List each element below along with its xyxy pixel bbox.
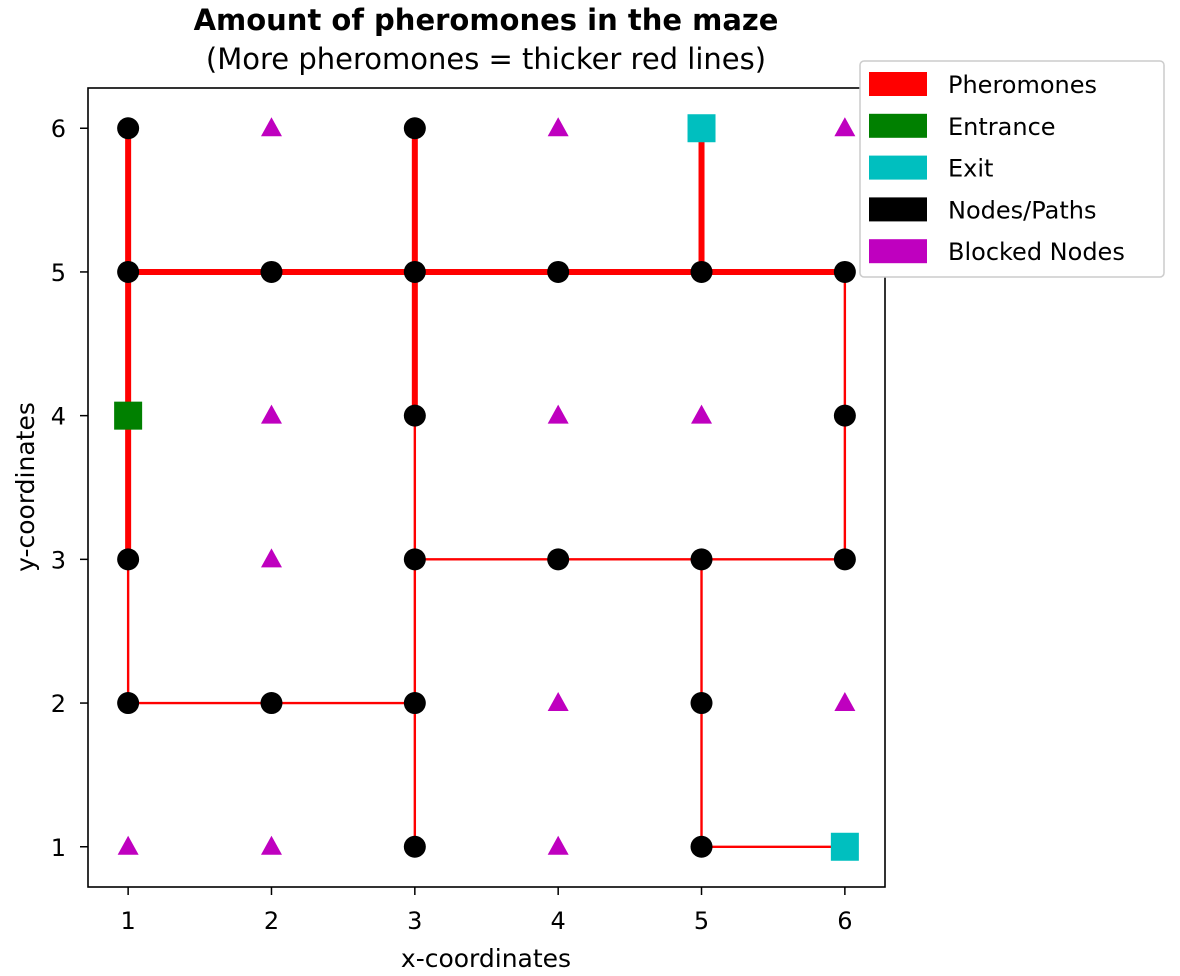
path-node [260, 692, 283, 715]
y-axis-label: y-coordinates [11, 402, 40, 572]
blocked-node [547, 117, 569, 137]
legend: Pheromones Entrance Exit Nodes/Paths Blocked… [859, 60, 1165, 278]
path-node [403, 117, 426, 140]
blocked-node [547, 404, 569, 424]
x-axis-label: x-coordinates [401, 944, 571, 973]
y-tick-label: 4 [51, 403, 66, 431]
blocked-node [260, 835, 282, 855]
path-node [547, 548, 570, 571]
pheromone-layer [125, 128, 847, 848]
path-node [403, 260, 426, 283]
y-tick-label: 1 [51, 834, 66, 862]
legend-label: Entrance [948, 113, 1056, 141]
y-tick-label: 2 [51, 690, 66, 718]
path-node [690, 548, 713, 571]
y-tick-label: 5 [51, 259, 66, 287]
blocked-node [834, 117, 856, 137]
legend-swatch [869, 197, 927, 222]
x-tick-label: 1 [120, 907, 135, 935]
path-node [547, 260, 570, 283]
plot-frame [87, 87, 886, 888]
x-tick-label: 2 [264, 907, 279, 935]
path-node [260, 260, 283, 283]
path-node [117, 260, 140, 283]
exit-marker [830, 832, 859, 861]
blocked-node [547, 835, 569, 855]
legend-swatch [869, 239, 927, 264]
ticks-layer: 1 2 3 4 5 6 1 2 3 4 5 6 [51, 115, 853, 935]
legend-label: Blocked Nodes [948, 238, 1125, 266]
path-node [117, 117, 140, 140]
legend-swatch [869, 113, 927, 138]
path-node [403, 548, 426, 571]
blocked-node [691, 404, 713, 424]
path-node [833, 260, 856, 283]
blocked-node [260, 117, 282, 137]
entrance-marker [114, 401, 143, 430]
marker-layer [114, 114, 859, 861]
x-tick-label: 4 [551, 907, 566, 935]
path-node [117, 548, 140, 571]
path-node [117, 692, 140, 715]
chart-title: Amount of pheromones in the maze [194, 3, 779, 37]
blocked-node [834, 692, 856, 712]
path-node [403, 835, 426, 858]
exit-marker [687, 114, 716, 143]
legend-box [859, 60, 1165, 278]
path-node [833, 548, 856, 571]
path-node [690, 260, 713, 283]
x-tick-label: 5 [694, 907, 709, 935]
chart-subtitle: (More pheromones = thicker red lines) [206, 42, 766, 76]
path-node [403, 692, 426, 715]
blocked-node [547, 692, 569, 712]
path-node [690, 835, 713, 858]
blocked-node [260, 548, 282, 568]
legend-label: Exit [948, 155, 993, 183]
x-tick-label: 3 [407, 907, 422, 935]
y-tick-label: 3 [51, 546, 66, 574]
x-tick-label: 6 [837, 907, 852, 935]
blocked-node [117, 835, 139, 855]
legend-label: Pheromones [948, 71, 1097, 99]
path-node [833, 404, 856, 427]
y-tick-label: 6 [51, 115, 66, 143]
path-node [403, 404, 426, 427]
legend-swatch [869, 72, 927, 96]
legend-swatch [869, 155, 927, 180]
legend-label: Nodes/Paths [948, 196, 1096, 224]
path-node [690, 692, 713, 715]
blocked-node [260, 404, 282, 424]
